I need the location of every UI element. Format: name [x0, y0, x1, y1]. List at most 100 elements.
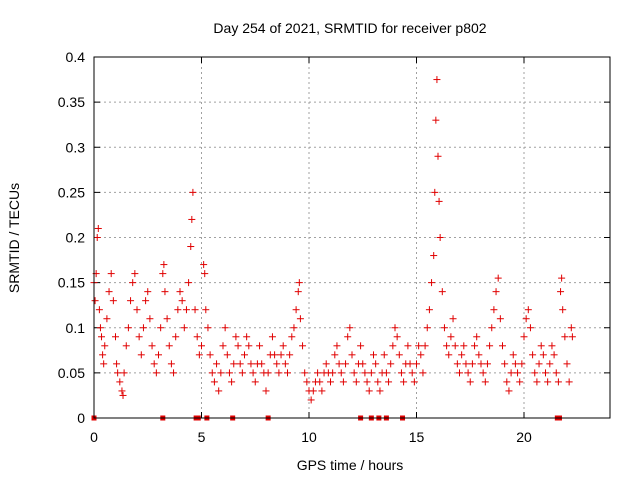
- data-point: [159, 270, 167, 278]
- data-point: [277, 351, 285, 359]
- data-point: [372, 360, 380, 368]
- data-point: [165, 342, 173, 350]
- data-point: [361, 369, 369, 377]
- data-point: [112, 333, 119, 341]
- data-point: [443, 342, 451, 350]
- data-point: [120, 369, 128, 377]
- data-point: [135, 333, 143, 341]
- data-point: [258, 360, 266, 368]
- data-point: [568, 333, 576, 341]
- data-point: [428, 279, 436, 287]
- data-point: [546, 360, 554, 368]
- data-point: [99, 351, 107, 359]
- data-point: [303, 378, 311, 386]
- data-point: [118, 387, 126, 395]
- data-point: [363, 378, 371, 386]
- data-point: [435, 197, 443, 205]
- data-point: [466, 378, 474, 386]
- data-point: [433, 76, 441, 84]
- data-point: [438, 288, 446, 296]
- data-point: [468, 360, 476, 368]
- data-point: [339, 378, 347, 386]
- data-point: [137, 351, 145, 359]
- chart-title: Day 254 of 2021, SRMTID for receiver p80…: [213, 20, 486, 36]
- data-point: [490, 306, 498, 314]
- data-point: [292, 306, 300, 314]
- data-point: [456, 369, 463, 377]
- data-point: [445, 351, 453, 359]
- y-tick-label: 0.1: [66, 320, 86, 336]
- data-point: [526, 324, 534, 332]
- data-point: [511, 360, 519, 368]
- data-point: [223, 351, 231, 359]
- data-point: [296, 315, 304, 323]
- data-point: [281, 360, 289, 368]
- data-point: [453, 360, 461, 368]
- data-point: [148, 342, 156, 350]
- y-tick-label: 0.4: [66, 49, 86, 65]
- data-point: [406, 360, 414, 368]
- data-point: [160, 261, 168, 269]
- data-point: [408, 369, 416, 377]
- data-point: [163, 315, 171, 323]
- data-point: [350, 369, 358, 377]
- data-point: [542, 369, 549, 377]
- y-tick-label: 0.2: [66, 230, 86, 246]
- data-point: [228, 378, 236, 386]
- data-point: [96, 324, 104, 332]
- data-point: [505, 387, 513, 395]
- data-point: [335, 360, 343, 368]
- data-point: [275, 369, 283, 377]
- data-point: [103, 315, 111, 323]
- data-point: [202, 306, 210, 314]
- data-point: [191, 306, 199, 314]
- data-point: [496, 315, 504, 323]
- y-axis-label: SRMTID / TECUs: [6, 183, 22, 293]
- data-point: [346, 324, 354, 332]
- data-point: [131, 270, 139, 278]
- data-point: [376, 387, 384, 395]
- data-point: [152, 369, 160, 377]
- data-point: [374, 378, 382, 386]
- data-point: [180, 324, 188, 332]
- data-point: [382, 369, 390, 377]
- data-point: [477, 360, 485, 368]
- data-point: [395, 351, 403, 359]
- data-point: [410, 378, 418, 386]
- data-point: [273, 360, 281, 368]
- data-point: [524, 306, 532, 314]
- data-point: [400, 378, 408, 386]
- data-point: [113, 360, 121, 368]
- data-point: [413, 360, 420, 368]
- data-point: [561, 333, 569, 341]
- data-point: [539, 351, 547, 359]
- data-point: [309, 387, 317, 395]
- data-point: [107, 270, 115, 278]
- data-point: [206, 351, 214, 359]
- x-axis-label: GPS time / hours: [297, 457, 404, 473]
- data-point: [471, 342, 479, 350]
- data-point: [460, 342, 468, 350]
- data-point: [550, 351, 558, 359]
- data-point: [352, 378, 360, 386]
- x-tick-label: 5: [198, 429, 206, 445]
- data-point: [327, 378, 334, 386]
- y-tick-label: 0.05: [58, 365, 85, 381]
- data-point: [249, 369, 257, 377]
- data-point: [359, 360, 367, 368]
- data-point: [124, 324, 132, 332]
- data-point: [431, 188, 439, 196]
- data-point: [318, 387, 326, 395]
- data-point: [256, 342, 264, 350]
- data-point: [425, 306, 433, 314]
- data-point: [217, 369, 225, 377]
- data-point: [329, 369, 337, 377]
- data-point: [475, 351, 483, 359]
- data-point: [290, 324, 298, 332]
- data-point: [473, 333, 481, 341]
- data-point: [518, 360, 526, 368]
- data-point: [201, 270, 209, 278]
- data-point: [387, 360, 395, 368]
- data-point: [434, 152, 442, 160]
